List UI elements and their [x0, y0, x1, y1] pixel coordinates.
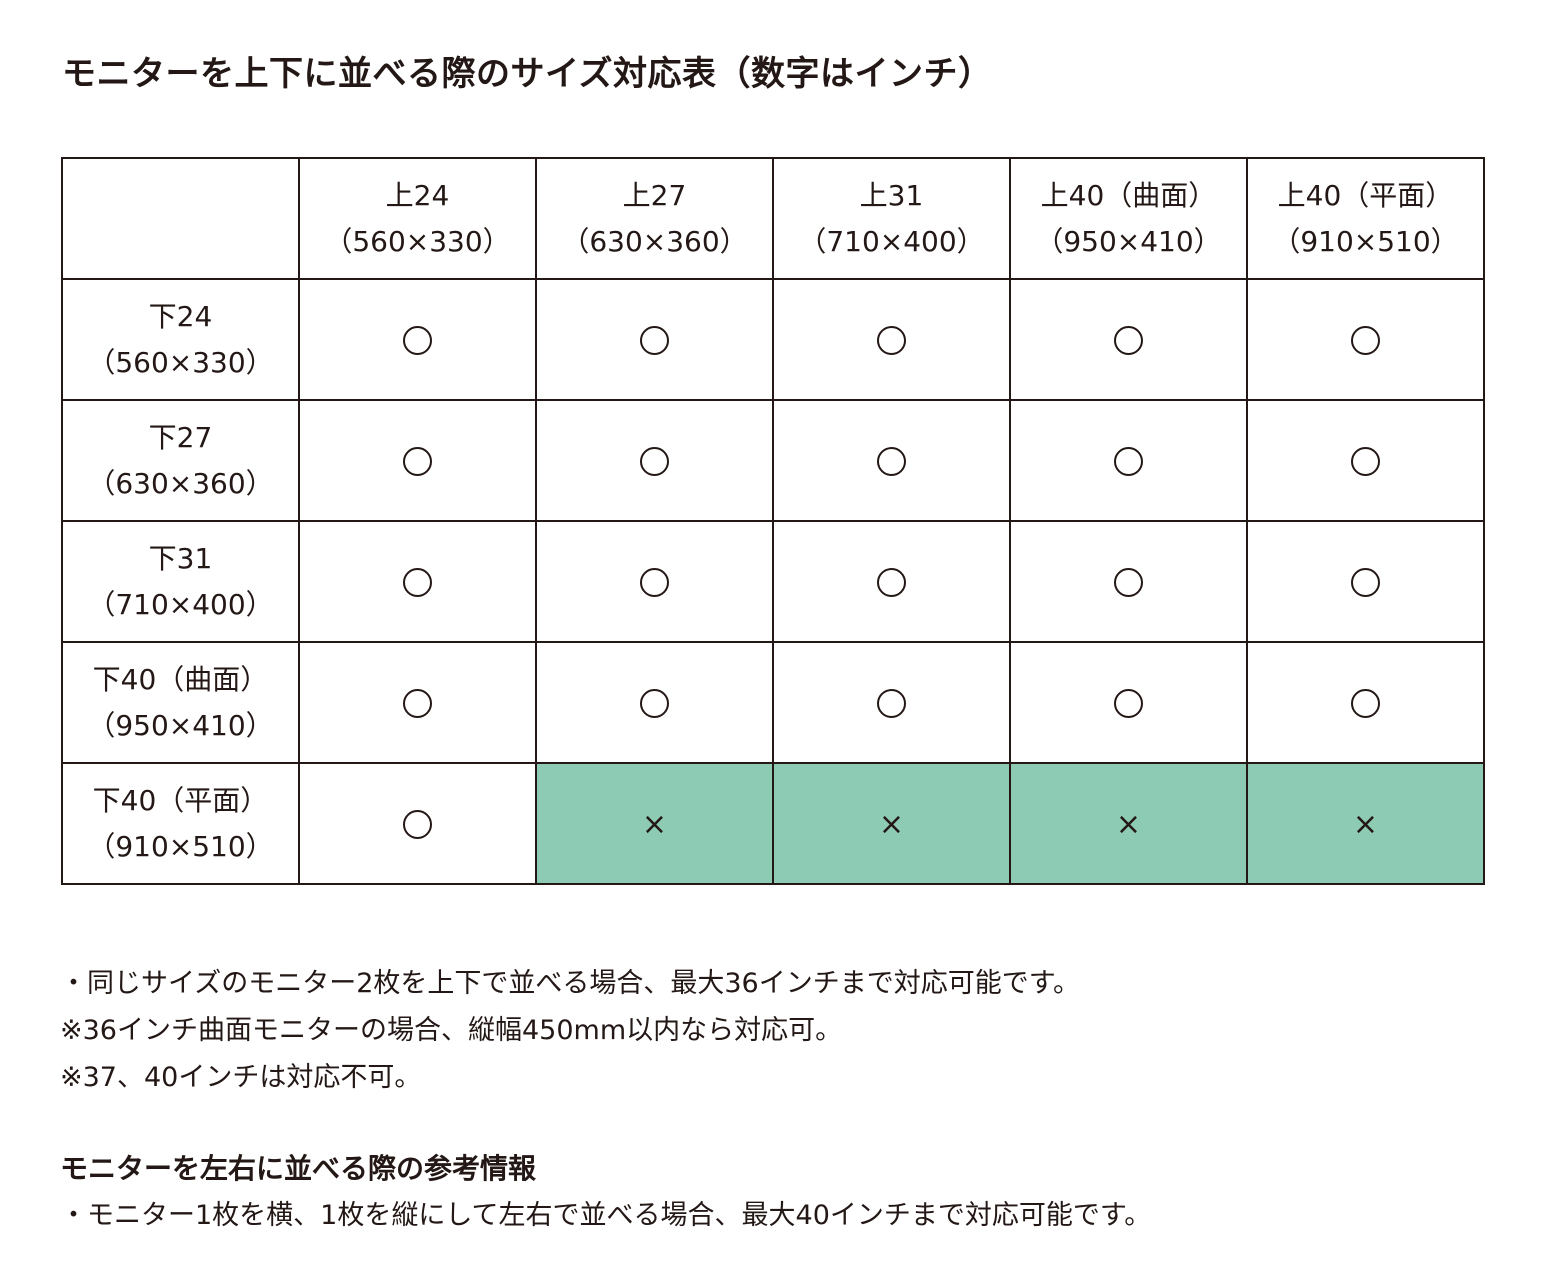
side-by-side-heading: モニターを左右に並べる際の参考情報	[60, 1152, 537, 1185]
table-cell: ○	[535, 399, 774, 522]
column-header-top-27: 上27 （630×360）	[535, 157, 774, 280]
row-header-size: 下40（平面）	[92, 783, 269, 817]
row-header-bottom-24: 下24 （560×330）	[61, 278, 300, 401]
table-cell: ○	[772, 520, 1011, 643]
table-cell-not-supported: ×	[1009, 762, 1248, 885]
table-cell: ○	[298, 641, 537, 764]
row-header-size: 下40（曲面）	[92, 662, 269, 696]
table-row-bottom-31: 下31 （710×400） ○ ○ ○ ○ ○	[61, 520, 1485, 643]
supported-circle-icon: ○	[877, 568, 906, 597]
column-header-top-24: 上24 （560×330）	[298, 157, 537, 280]
table-cell: ○	[1246, 399, 1485, 522]
table-cell: ○	[298, 520, 537, 643]
column-header-dimensions: （630×360）	[561, 224, 748, 258]
column-header-size: 上31	[859, 178, 924, 212]
table-cell: ○	[1246, 278, 1485, 401]
note-line: ・同じサイズのモニター2枚を上下で並べる場合、最大36インチまで対応可能です。	[60, 968, 1081, 999]
note-line: ※37、40インチは対応不可。	[60, 1062, 422, 1093]
table-cell: ○	[535, 520, 774, 643]
supported-circle-icon: ○	[640, 689, 669, 718]
table-cell-not-supported: ×	[772, 762, 1011, 885]
supported-circle-icon: ○	[1351, 326, 1380, 355]
row-header-size: 下24	[148, 299, 213, 333]
row-header-bottom-27: 下27 （630×360）	[61, 399, 300, 522]
column-header-top-31: 上31 （710×400）	[772, 157, 1011, 280]
table-cell: ○	[772, 641, 1011, 764]
note-line: ※36インチ曲面モニターの場合、縦幅450mm以内なら対応可。	[60, 1015, 843, 1046]
row-header-dimensions: （560×330）	[87, 345, 274, 379]
supported-circle-icon: ○	[640, 447, 669, 476]
table-row-bottom-40-curved: 下40（曲面） （950×410） ○ ○ ○ ○ ○	[61, 641, 1485, 764]
row-header-dimensions: （910×510）	[87, 829, 274, 863]
table-cell: ○	[1009, 520, 1248, 643]
table-cell: ○	[1009, 278, 1248, 401]
not-supported-cross-icon: ×	[1352, 806, 1379, 842]
supported-circle-icon: ○	[403, 326, 432, 355]
table-row-bottom-27: 下27 （630×360） ○ ○ ○ ○ ○	[61, 399, 1485, 522]
side-by-side-note: ・モニター1枚を横、1枚を縦にして左右で並べる場合、最大40インチまで対応可能で…	[60, 1200, 1152, 1231]
table-cell: ○	[772, 399, 1011, 522]
supported-circle-icon: ○	[1114, 689, 1143, 718]
table-row-bottom-24: 下24 （560×330） ○ ○ ○ ○ ○	[61, 278, 1485, 401]
column-header-dimensions: （710×400）	[798, 224, 985, 258]
table-cell: ○	[1009, 641, 1248, 764]
table-cell-not-supported: ×	[1246, 762, 1485, 885]
vertical-stack-notes: ・同じサイズのモニター2枚を上下で並べる場合、最大36インチまで対応可能です。 …	[60, 960, 1080, 1101]
supported-circle-icon: ○	[877, 326, 906, 355]
supported-circle-icon: ○	[1351, 447, 1380, 476]
page-title: モニターを上下に並べる際のサイズ対応表（数字はインチ）	[62, 54, 993, 94]
table-cell: ○	[298, 399, 537, 522]
supported-circle-icon: ○	[640, 326, 669, 355]
supported-circle-icon: ○	[403, 689, 432, 718]
row-header-dimensions: （710×400）	[87, 587, 274, 621]
table-cell: ○	[772, 278, 1011, 401]
not-supported-cross-icon: ×	[878, 806, 905, 842]
supported-circle-icon: ○	[1114, 326, 1143, 355]
supported-circle-icon: ○	[877, 689, 906, 718]
column-header-size: 上24	[385, 178, 450, 212]
column-header-size: 上40（平面）	[1277, 178, 1454, 212]
supported-circle-icon: ○	[1114, 568, 1143, 597]
supported-circle-icon: ○	[877, 447, 906, 476]
table-cell-not-supported: ×	[535, 762, 774, 885]
table-header-row: 上24 （560×330） 上27 （630×360） 上31 （710×400…	[61, 157, 1485, 280]
supported-circle-icon: ○	[403, 810, 432, 839]
table-cell: ○	[1246, 641, 1485, 764]
column-header-size: 上40（曲面）	[1040, 178, 1217, 212]
table-row-bottom-40-flat: 下40（平面） （910×510） ○ × × × ×	[61, 762, 1485, 885]
not-supported-cross-icon: ×	[1115, 806, 1142, 842]
row-header-size: 下31	[148, 541, 213, 575]
supported-circle-icon: ○	[1351, 568, 1380, 597]
table-cell: ○	[535, 278, 774, 401]
table-cell: ○	[535, 641, 774, 764]
row-header-bottom-31: 下31 （710×400）	[61, 520, 300, 643]
size-compatibility-table: 上24 （560×330） 上27 （630×360） 上31 （710×400…	[61, 157, 1485, 885]
supported-circle-icon: ○	[1114, 447, 1143, 476]
column-header-top-40-curved: 上40（曲面） （950×410）	[1009, 157, 1248, 280]
not-supported-cross-icon: ×	[641, 806, 668, 842]
row-header-size: 下27	[148, 420, 213, 454]
row-header-dimensions: （950×410）	[87, 708, 274, 742]
column-header-dimensions: （560×330）	[324, 224, 511, 258]
column-header-dimensions: （910×510）	[1272, 224, 1459, 258]
supported-circle-icon: ○	[1351, 689, 1380, 718]
supported-circle-icon: ○	[403, 568, 432, 597]
column-header-size: 上27	[622, 178, 687, 212]
table-cell: ○	[298, 762, 537, 885]
table-cell: ○	[298, 278, 537, 401]
column-header-top-40-flat: 上40（平面） （910×510）	[1246, 157, 1485, 280]
table-cell: ○	[1009, 399, 1248, 522]
table-cell: ○	[1246, 520, 1485, 643]
supported-circle-icon: ○	[403, 447, 432, 476]
row-header-bottom-40-curved: 下40（曲面） （950×410）	[61, 641, 300, 764]
supported-circle-icon: ○	[640, 568, 669, 597]
column-header-dimensions: （950×410）	[1035, 224, 1222, 258]
row-header-bottom-40-flat: 下40（平面） （910×510）	[61, 762, 300, 885]
row-header-dimensions: （630×360）	[87, 466, 274, 500]
table-corner-cell	[61, 157, 300, 280]
